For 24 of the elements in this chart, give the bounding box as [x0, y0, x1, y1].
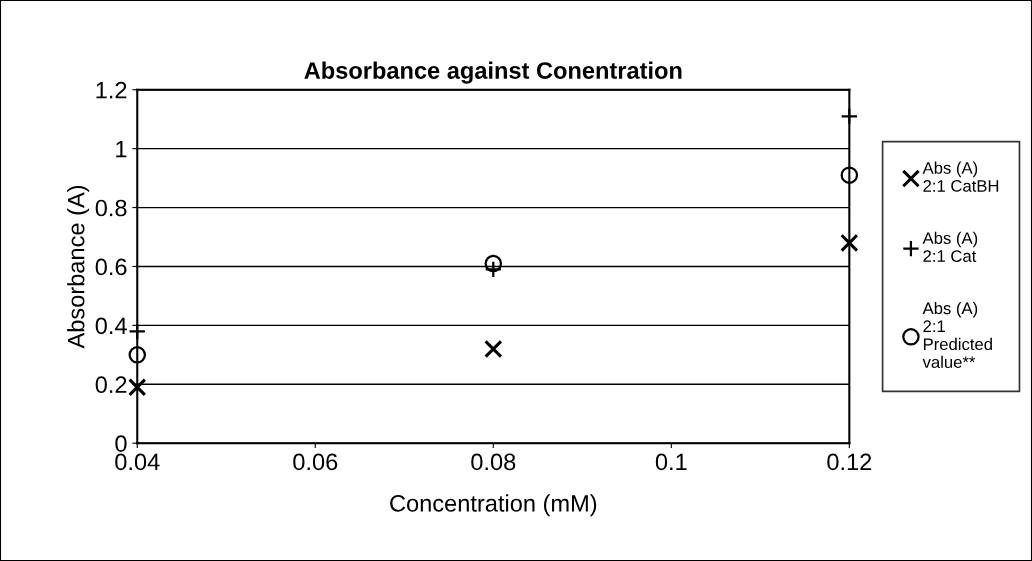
y-tick-label: 0	[115, 435, 127, 452]
x-tick-label: 0.12	[827, 453, 872, 471]
point	[128, 346, 146, 364]
point	[128, 378, 147, 397]
x-tick-label: 0.1	[655, 453, 687, 471]
x-tick-label: 0.08	[471, 453, 516, 471]
point	[840, 166, 859, 184]
x-tick-label: 0.04	[115, 453, 160, 471]
y-tick-label: 0.8	[95, 199, 127, 217]
y-tick-label: 0.4	[95, 317, 127, 335]
y-tick-label: 1	[116, 140, 127, 158]
point	[484, 254, 503, 273]
y-tick-label: 0.6	[95, 258, 127, 276]
y-tick-label: 1.2	[96, 81, 127, 99]
y-tick-label: 0.2	[95, 376, 127, 394]
point	[840, 233, 859, 253]
x-tick-label: 0.06	[293, 453, 338, 471]
legend-label: Abs (A) 2:1 Predicted value**	[922, 301, 992, 369]
y-axis-title: Absorbance (A)	[67, 185, 90, 349]
legend-label: Abs (A) 2:1 Cat	[922, 231, 978, 262]
point	[484, 339, 503, 359]
legend-label: Abs (A) 2:1 CatBH	[922, 161, 999, 192]
chart-title: Absorbance against Conentration	[304, 61, 682, 84]
x-axis-title: Concentration (mM)	[390, 494, 597, 517]
